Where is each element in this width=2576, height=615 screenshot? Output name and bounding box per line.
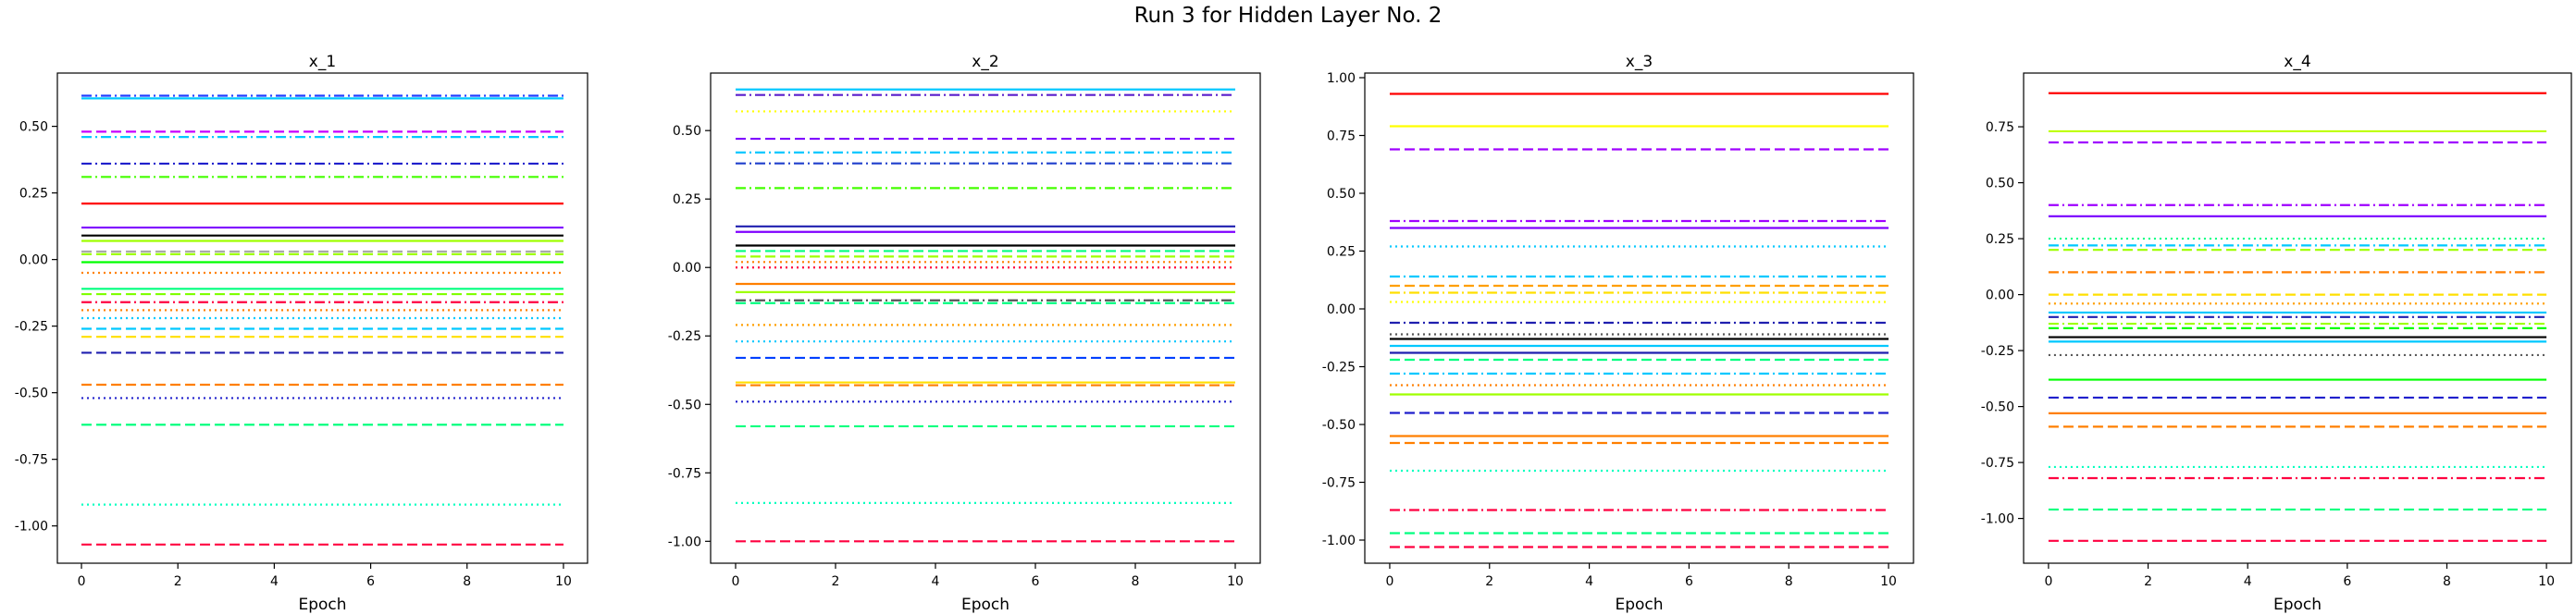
- x-tick-label: 4: [270, 574, 279, 589]
- y-tick-label: -0.75: [668, 466, 701, 481]
- y-tick-label: -0.25: [1322, 361, 1356, 375]
- y-tick-label: -0.50: [668, 398, 701, 412]
- y-tick-label: 0.00: [1986, 289, 2014, 303]
- y-tick-label: 0.75: [1986, 120, 2014, 135]
- y-tick-label: -0.50: [1322, 418, 1356, 433]
- x-tick-label: 6: [1032, 574, 1040, 589]
- y-tick-label: -1.00: [1981, 512, 2014, 527]
- x-tick-label: 6: [1685, 574, 1693, 589]
- y-tick-label: 0.00: [19, 253, 48, 268]
- x-tick-label: 2: [174, 574, 182, 589]
- subplot-x_1: 0 2 4 6 8 10 -1.00 -0.75 -0.50 -0.25 0.00 0.25 0.50 x…: [15, 53, 588, 614]
- x-tick-label: 8: [2443, 574, 2451, 589]
- y-tick-label: -0.75: [1322, 476, 1356, 491]
- x-axis-label: Epoch: [961, 596, 1009, 614]
- y-tick-label: -0.25: [1981, 344, 2014, 359]
- y-tick-label: -0.75: [15, 453, 48, 468]
- x-tick-label: 0: [78, 574, 86, 589]
- y-tick-label: 0.00: [673, 261, 701, 276]
- y-tick-label: -0.75: [1981, 456, 2014, 471]
- y-tick-label: 0.50: [1327, 187, 1356, 202]
- x-axis-label: Epoch: [1615, 596, 1663, 614]
- x-tick-label: 10: [1227, 574, 1244, 589]
- x-tick-label: 6: [366, 574, 375, 589]
- x-axis-label: Epoch: [298, 596, 346, 614]
- x-tick-label: 2: [832, 574, 840, 589]
- x-tick-label: 0: [1385, 574, 1393, 589]
- y-tick-label: 1.00: [1327, 71, 1356, 86]
- x-tick-label: 10: [555, 574, 572, 589]
- y-tick-label: -1.00: [15, 520, 48, 535]
- x-tick-label: 10: [2538, 574, 2555, 589]
- x-tick-label: 10: [1880, 574, 1897, 589]
- y-tick-label: -0.50: [1981, 400, 2014, 415]
- y-tick-label: -1.00: [1322, 534, 1356, 548]
- subplot-x_3: 0 2 4 6 8 10 -1.00 -0.75 -0.50 -0.25 0.00 0.25 0.50 0…: [1322, 53, 1914, 614]
- y-tick-label: 0.25: [19, 187, 48, 202]
- subplot-x_4: 0 2 4 6 8 10 -1.00 -0.75 -0.50 -0.25 0.00 0.25 0.50 0…: [1981, 53, 2572, 614]
- subplot-title: x_4: [2284, 53, 2310, 71]
- x-tick-label: 6: [2343, 574, 2351, 589]
- y-tick-label: 0.50: [673, 124, 701, 139]
- subplot-title: x_2: [972, 53, 998, 71]
- y-tick-label: 0.25: [673, 192, 701, 207]
- x-tick-label: 4: [1585, 574, 1593, 589]
- x-tick-label: 4: [2244, 574, 2252, 589]
- y-tick-label: -0.50: [15, 387, 48, 401]
- y-tick-label: -0.25: [668, 329, 701, 344]
- y-tick-label: 0.50: [19, 120, 48, 135]
- x-tick-label: 0: [732, 574, 740, 589]
- x-tick-label: 8: [463, 574, 471, 589]
- x-tick-label: 8: [1132, 574, 1140, 589]
- x-tick-label: 4: [932, 574, 940, 589]
- subplot-x_2: 0 2 4 6 8 10 -1.00 -0.75 -0.50 -0.25 0.00 0.25 0.50 x…: [668, 53, 1261, 614]
- plot-frame: [56, 72, 588, 564]
- y-tick-label: 0.50: [1986, 177, 2014, 191]
- subplot-title: x_1: [309, 53, 336, 71]
- plot-frame: [2023, 72, 2572, 564]
- x-tick-label: 0: [2044, 574, 2052, 589]
- y-tick-label: -1.00: [668, 535, 701, 549]
- figure-title: Run 3 for Hidden Layer No. 2: [1133, 4, 1443, 28]
- plot-frame: [710, 72, 1261, 564]
- y-tick-label: 0.75: [1327, 129, 1356, 144]
- y-tick-label: -0.25: [15, 320, 48, 335]
- y-tick-label: 0.25: [1327, 245, 1356, 260]
- y-tick-label: 0.00: [1327, 302, 1356, 317]
- y-tick-label: 0.25: [1986, 232, 2014, 247]
- x-tick-label: 2: [1485, 574, 1493, 589]
- x-tick-label: 2: [2144, 574, 2152, 589]
- subplot-title: x_3: [1626, 53, 1653, 71]
- x-tick-label: 8: [1785, 574, 1793, 589]
- x-axis-label: Epoch: [2273, 596, 2322, 614]
- plot-frame: [1364, 72, 1914, 564]
